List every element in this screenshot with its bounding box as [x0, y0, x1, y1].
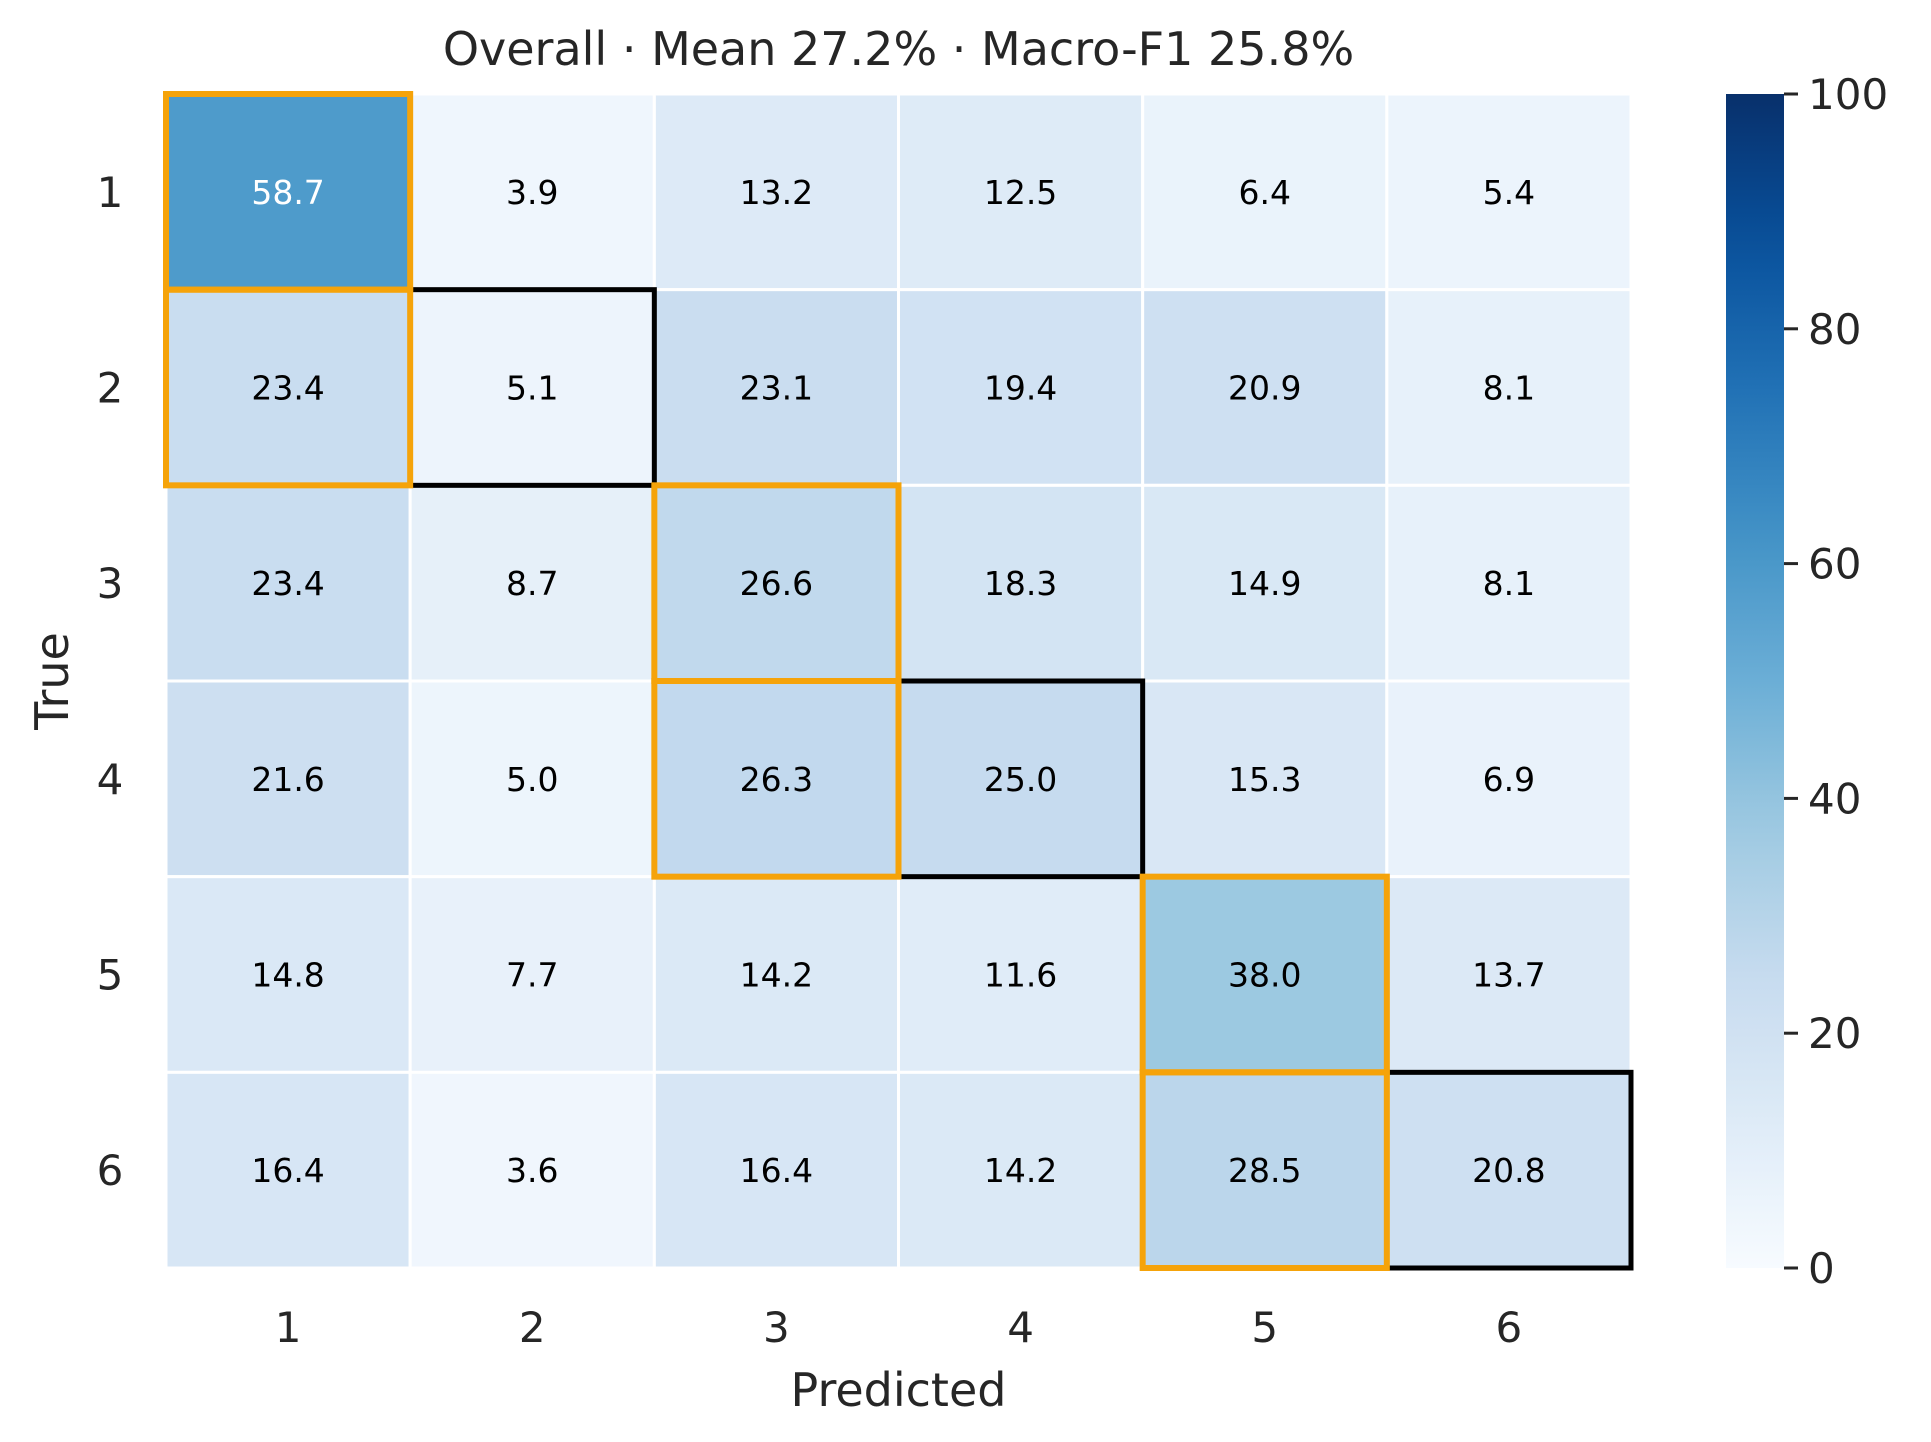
y-tick-label: 3 [97, 559, 124, 608]
cell-value-label: 8.1 [1483, 564, 1535, 603]
heatmap-cell-r3-c3 [652, 483, 900, 683]
y-tick-label: 1 [97, 168, 124, 217]
y-tick-label: 4 [97, 755, 124, 804]
x-tick-label: 3 [763, 1303, 790, 1352]
row-max-highlight-box [163, 286, 414, 489]
cell-value-label: 21.6 [251, 760, 324, 799]
heatmap-cell-r1-c1 [164, 92, 412, 292]
cell-value-label: 20.9 [1228, 369, 1301, 408]
heatmap-cell-r4-c6 [1385, 679, 1633, 879]
row-max-highlight-box [1139, 1069, 1390, 1272]
cell-value-label: 3.9 [506, 173, 558, 212]
colorbar-tick-label: 100 [1808, 70, 1888, 119]
heatmap-cell-r3-c6 [1385, 483, 1633, 683]
cell-value-label: 15.3 [1228, 760, 1301, 799]
heatmap-cell-r3-c2 [408, 483, 656, 683]
cell-value-label: 16.4 [740, 1151, 813, 1190]
y-axis-label: True [25, 632, 79, 731]
heatmap-cell-r4-c4 [897, 679, 1145, 879]
heatmap-cell-r6-c5 [1141, 1070, 1389, 1270]
colorbar-tick-label: 80 [1808, 305, 1861, 354]
cell-value-label: 14.8 [251, 956, 324, 995]
x-tick-label: 1 [275, 1303, 302, 1352]
cell-value-label: 3.6 [506, 1151, 558, 1190]
cell-value-label: 19.4 [984, 369, 1057, 408]
heatmap-cell-r6-c3 [652, 1070, 900, 1270]
cell-value-label: 14.2 [984, 1151, 1057, 1190]
cell-value-label: 6.4 [1239, 173, 1291, 212]
cell-value-label: 14.2 [740, 956, 813, 995]
cell-value-label: 13.2 [740, 173, 813, 212]
cell-value-label: 8.1 [1483, 369, 1535, 408]
cell-value-label: 26.3 [740, 760, 813, 799]
heatmap-cell-r3-c4 [897, 483, 1145, 683]
heatmap-cell-r3-c5 [1141, 483, 1389, 683]
cell-value-label: 6.9 [1483, 760, 1535, 799]
cell-value-label: 12.5 [984, 173, 1057, 212]
x-tick-label: 2 [519, 1303, 546, 1352]
heatmap-cell-r6-c1 [164, 1070, 412, 1270]
cell-value-label: 5.0 [506, 760, 558, 799]
x-axis-label: Predicted [791, 1363, 1007, 1417]
x-tick-label: 6 [1496, 1303, 1523, 1352]
y-tick-label: 6 [97, 1146, 124, 1195]
heatmap-cell-r1-c2 [408, 92, 656, 292]
cell-value-label: 38.0 [1228, 956, 1301, 995]
y-tick-label: 5 [97, 951, 124, 1000]
heatmap-cell-r3-c1 [164, 483, 412, 683]
cell-value-label: 16.4 [251, 1151, 324, 1190]
cell-value-label: 23.4 [251, 369, 324, 408]
heatmap-cell-r5-c1 [164, 875, 412, 1074]
colorbar-tick-label: 40 [1808, 774, 1861, 823]
heatmap-cell-r5-c5 [1141, 875, 1389, 1074]
cell-value-label: 8.7 [506, 564, 558, 603]
cell-value-label: 5.1 [506, 369, 558, 408]
colorbar-tick-label: 20 [1808, 1009, 1861, 1058]
cell-value-label: 11.6 [984, 956, 1057, 995]
cell-value-label: 5.4 [1483, 173, 1535, 212]
cell-value-label: 25.0 [984, 760, 1057, 799]
y-tick-label: 2 [97, 364, 124, 413]
cell-value-label: 20.8 [1472, 1151, 1545, 1190]
cell-value-label: 28.5 [1228, 1151, 1301, 1190]
heatmap-cell-r4-c2 [408, 679, 656, 879]
cell-value-label: 26.6 [740, 564, 813, 603]
heatmap-cell-r4-c5 [1141, 679, 1389, 879]
cell-value-label: 23.1 [740, 369, 813, 408]
colorbar [1726, 94, 1784, 1268]
row-max-highlight-box [651, 678, 902, 880]
heatmap-cell-r5-c6 [1385, 875, 1633, 1074]
colorbar-tick-label: 60 [1808, 540, 1861, 589]
heatmap-cell-r4-c1 [164, 679, 412, 879]
x-tick-label: 4 [1007, 1303, 1034, 1352]
cell-value-label: 14.9 [1228, 564, 1301, 603]
heatmap-cell-r2-c4 [897, 288, 1145, 487]
heatmap-cell-r2-c6 [1385, 288, 1633, 487]
chart-title: Overall · Mean 27.2% · Macro-F1 25.8% [442, 22, 1355, 76]
heatmap-cell-r2-c1 [164, 288, 412, 487]
cell-value-label: 58.7 [251, 173, 324, 212]
cell-value-label: 23.4 [251, 564, 324, 603]
cell-value-label: 13.7 [1472, 956, 1545, 995]
heatmap-cell-r1-c3 [652, 92, 900, 292]
x-tick-label: 5 [1251, 1303, 1278, 1352]
heatmap-cell-r5-c2 [408, 875, 656, 1074]
cell-value-label: 18.3 [984, 564, 1057, 603]
cell-value-label: 7.7 [506, 956, 558, 995]
colorbar-tick-label: 0 [1808, 1244, 1835, 1293]
